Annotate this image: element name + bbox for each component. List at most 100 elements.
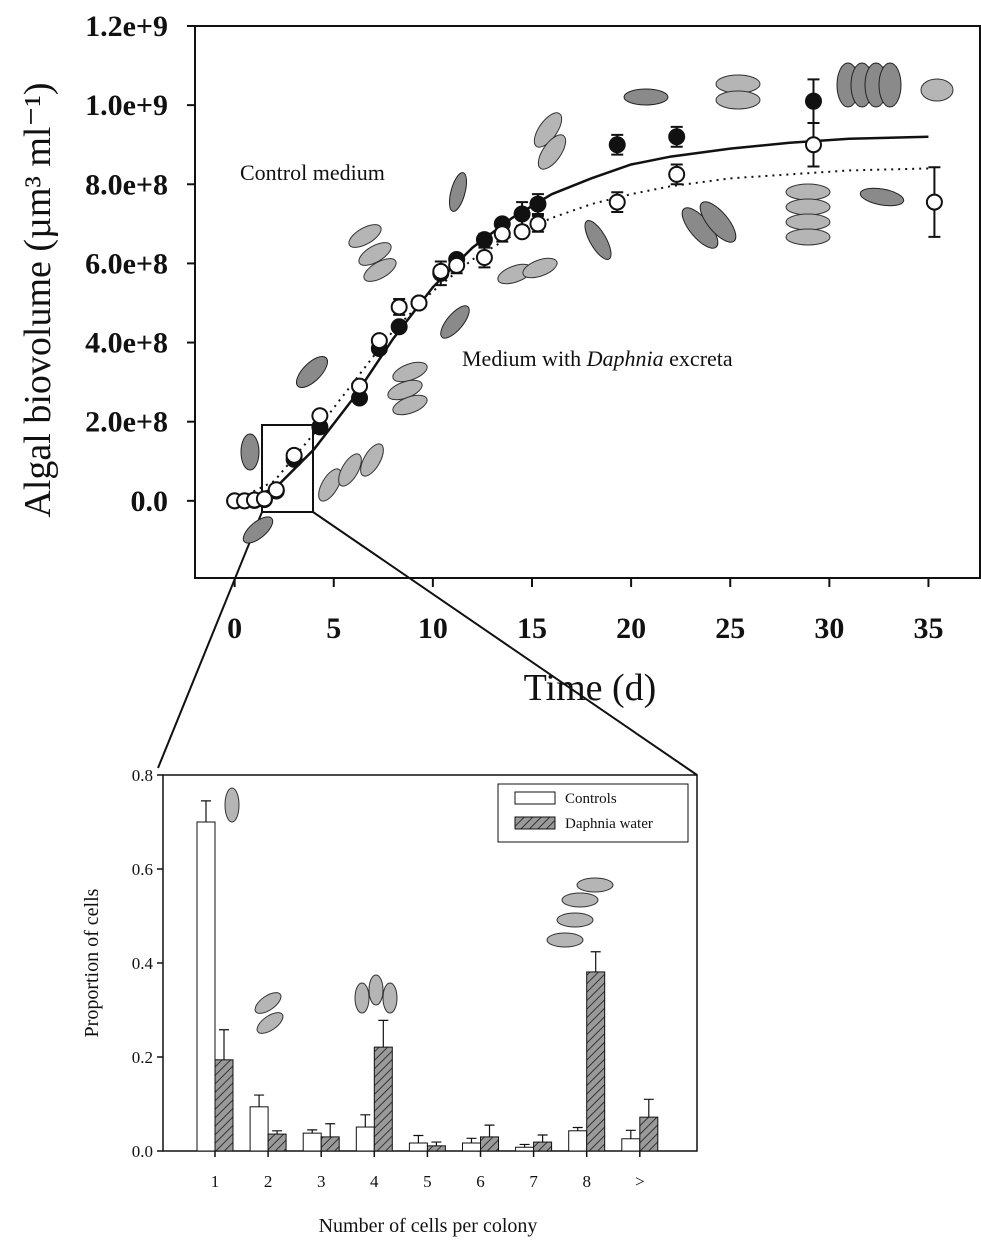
- legend-frame: [497, 783, 689, 843]
- error-bar: [519, 1143, 530, 1148]
- data-point: [475, 231, 493, 249]
- error-bar: [413, 1134, 424, 1144]
- bar: [462, 1142, 481, 1152]
- x-tick-label: 20: [616, 612, 646, 645]
- y-tick-label: 0.0: [132, 1142, 153, 1161]
- error-bar: [572, 1126, 583, 1131]
- data-point: [311, 407, 329, 425]
- data-point: [804, 136, 822, 154]
- bar: [249, 1106, 269, 1152]
- x-tick-label: 0: [227, 612, 242, 645]
- error-bar: [201, 800, 211, 822]
- bar: [426, 1145, 446, 1152]
- error-bar: [307, 1129, 318, 1134]
- y-tick-label: 4.0e+8: [85, 327, 168, 360]
- data-point: [410, 294, 428, 312]
- annotation: Medium with Daphnia excreta: [462, 346, 733, 371]
- error-bar: [360, 1114, 371, 1128]
- bar: [639, 1116, 659, 1152]
- x-tick-label: 3: [317, 1172, 326, 1191]
- x-tick-label: 6: [476, 1172, 485, 1191]
- bar: [355, 1126, 375, 1152]
- bar: [586, 971, 606, 1152]
- data-point: [513, 205, 531, 223]
- bar: [621, 1138, 641, 1152]
- data-point: [351, 377, 369, 395]
- x-tick-label: 5: [423, 1172, 432, 1191]
- x-tick-label: >: [635, 1172, 645, 1191]
- bar: [373, 1046, 393, 1152]
- y-tick-label: 0.8: [132, 766, 153, 785]
- x-tick-label: 5: [326, 612, 341, 645]
- bar: [302, 1132, 322, 1152]
- x-tick-label: 15: [517, 612, 547, 645]
- data-point: [608, 193, 626, 211]
- error-bar: [590, 951, 601, 972]
- y-tick-label: 0.0: [131, 485, 169, 518]
- annotation-part: Control medium: [240, 160, 385, 185]
- y-tick-label: 0.4: [132, 954, 154, 973]
- bar: [533, 1141, 553, 1152]
- bar: [515, 1146, 535, 1152]
- data-point: [432, 262, 450, 280]
- data-point: [448, 256, 466, 274]
- cell-drawings: [224, 62, 954, 1034]
- error-bar: [625, 1129, 636, 1139]
- data-point: [513, 223, 531, 241]
- data-point: [668, 128, 686, 146]
- y-tick-label: 1.2e+9: [85, 10, 168, 43]
- x-tick-label: 10: [418, 612, 448, 645]
- x-tick-label: 25: [715, 612, 745, 645]
- data-point: [370, 332, 388, 350]
- error-bar: [466, 1137, 477, 1144]
- legend-label: Controls: [565, 791, 617, 807]
- y-axis-label: Proportion of cells: [81, 888, 103, 1037]
- data-point: [529, 215, 547, 233]
- data-point: [390, 318, 408, 336]
- zoom-box: [157, 424, 698, 776]
- bar: [408, 1142, 428, 1152]
- y-tick-label: 6.0e+8: [85, 247, 168, 280]
- x-tick-label: 30: [814, 612, 844, 645]
- bar: [568, 1130, 588, 1152]
- plot-frame: [194, 25, 981, 579]
- error-bar: [378, 1019, 389, 1048]
- error-bar: [219, 1029, 229, 1060]
- x-tick-label: 2: [264, 1172, 273, 1191]
- data-point: [804, 92, 822, 110]
- bar: [196, 821, 216, 1152]
- annotation-part: Medium with: [462, 346, 581, 371]
- annotation-part: Daphnia: [586, 346, 664, 371]
- fit-line: [234, 167, 929, 502]
- data-point: [608, 136, 626, 154]
- annotation-part: excreta: [669, 346, 733, 371]
- error-bar: [537, 1134, 548, 1143]
- x-tick-label: 7: [529, 1172, 538, 1191]
- legend-swatch: [514, 816, 556, 830]
- data-point: [285, 446, 303, 464]
- error-bar: [431, 1141, 442, 1146]
- y-tick-label: 0.2: [132, 1048, 153, 1067]
- bar: [320, 1136, 340, 1152]
- bar: [267, 1133, 287, 1152]
- error-bar: [272, 1130, 283, 1135]
- error-bar: [325, 1123, 336, 1137]
- x-tick-label: 1: [211, 1172, 220, 1191]
- error-bar: [484, 1124, 495, 1137]
- data-point: [925, 193, 943, 211]
- y-tick-label: 8.0e+8: [85, 168, 168, 201]
- x-tick-label: 35: [913, 612, 943, 645]
- y-tick-label: 0.6: [132, 860, 153, 879]
- y-axis-label: Algal biovolume (µm³ ml⁻¹): [17, 82, 59, 517]
- data-point: [493, 225, 511, 243]
- x-axis-label: Time (d): [524, 667, 657, 709]
- x-axis-label: Number of cells per colony: [319, 1215, 538, 1237]
- bar: [214, 1059, 234, 1152]
- data-point: [529, 195, 547, 213]
- y-tick-label: 1.0e+9: [85, 89, 168, 122]
- data-point: [255, 490, 273, 508]
- data-point: [668, 165, 686, 183]
- y-tick-label: 2.0e+8: [85, 406, 168, 439]
- legend-swatch: [514, 791, 556, 805]
- x-tick-label: 4: [370, 1172, 379, 1191]
